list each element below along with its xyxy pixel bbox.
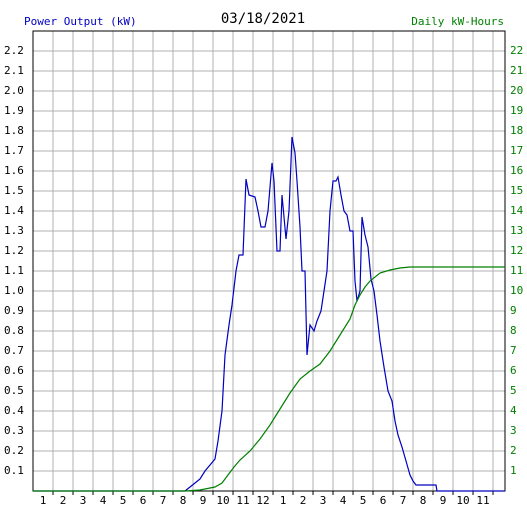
- x-tick-label: 11: [476, 494, 489, 507]
- x-tick-label: 1: [280, 494, 287, 507]
- y2-axis-title: Daily kW-Hours: [411, 15, 504, 28]
- x-tick-label: 10: [216, 494, 229, 507]
- y-tick-label: 1.7: [4, 144, 24, 157]
- y-tick-label: 0.8: [4, 324, 24, 337]
- x-tick-label: 10: [456, 494, 469, 507]
- y-tick-label: 1.9: [4, 104, 24, 117]
- x-tick-label: 7: [160, 494, 167, 507]
- y-tick-label: 2.1: [4, 64, 24, 77]
- y2-tick-label: 11: [510, 264, 523, 277]
- x-tick-label: 8: [180, 494, 187, 507]
- chart-title: 03/18/2021: [221, 11, 305, 27]
- y2-tick-label: 4: [510, 404, 517, 417]
- y2-tick-label: 6: [510, 364, 517, 377]
- y-tick-label: 1.3: [4, 224, 24, 237]
- y-tick-label: 1.5: [4, 184, 24, 197]
- y2-tick-label: 16: [510, 164, 523, 177]
- series-line: [33, 136, 505, 492]
- y-axis-title: Power Output (kW): [24, 15, 137, 28]
- x-tick-label: 6: [380, 494, 387, 507]
- y2-tick-label: 22: [510, 44, 523, 57]
- x-tick-label: 3: [80, 494, 87, 507]
- x-tick-label: 2: [60, 494, 67, 507]
- y2-tick-label: 18: [510, 124, 523, 137]
- y2-tick-label: 8: [510, 324, 517, 337]
- x-tick-label: 1: [40, 494, 47, 507]
- y-tick-label: 0.4: [4, 404, 24, 417]
- plot-border: [32, 30, 506, 492]
- x-tick-label: 5: [120, 494, 127, 507]
- x-tick-label: 8: [420, 494, 427, 507]
- y2-tick-label: 21: [510, 64, 523, 77]
- y-tick-label: 1.2: [4, 244, 24, 257]
- y2-tick-label: 14: [510, 204, 524, 217]
- y2-tick-label: 9: [510, 304, 517, 317]
- x-tick-label: 11: [236, 494, 249, 507]
- y-tick-label: 2.2: [4, 44, 24, 57]
- y2-tick-label: 7: [510, 344, 517, 357]
- y-tick-label: 0.1: [4, 464, 24, 477]
- y2-tick-label: 2: [510, 444, 517, 457]
- y-tick-label: 1.4: [4, 204, 24, 217]
- y-tick-label: 0.3: [4, 424, 24, 437]
- y2-tick-label: 13: [510, 224, 523, 237]
- y2-tick-label: 10: [510, 284, 523, 297]
- x-tick-label: 5: [360, 494, 367, 507]
- y2-tick-label: 3: [510, 424, 517, 437]
- x-tick-label: 4: [340, 494, 347, 507]
- x-tick-label: 12: [256, 494, 269, 507]
- series-line: [33, 266, 505, 492]
- x-tick-label: 6: [140, 494, 147, 507]
- y-tick-label: 2.0: [4, 84, 24, 97]
- y-tick-label: 0.7: [4, 344, 24, 357]
- y-tick-label: 1.8: [4, 124, 24, 137]
- y2-tick-label: 12: [510, 244, 523, 257]
- x-tick-label: 9: [200, 494, 207, 507]
- x-tick-label: 9: [440, 494, 447, 507]
- y2-tick-label: 15: [510, 184, 523, 197]
- y-tick-label: 1.1: [4, 264, 24, 277]
- y2-tick-label: 19: [510, 104, 523, 117]
- y-tick-label: 1.6: [4, 164, 24, 177]
- y-tick-label: 0.6: [4, 364, 24, 377]
- y2-tick-label: 17: [510, 144, 523, 157]
- y2-tick-label: 20: [510, 84, 523, 97]
- x-tick-label: 4: [100, 494, 107, 507]
- y-tick-label: 0.2: [4, 444, 24, 457]
- y2-tick-label: 1: [510, 464, 517, 477]
- y-tick-label: 1.0: [4, 284, 24, 297]
- x-tick-label: 7: [400, 494, 407, 507]
- y-tick-label: 0.5: [4, 384, 24, 397]
- y-tick-label: 0.9: [4, 304, 24, 317]
- x-tick-label: 2: [300, 494, 307, 507]
- x-tick-label: 3: [320, 494, 327, 507]
- y2-tick-label: 5: [510, 384, 517, 397]
